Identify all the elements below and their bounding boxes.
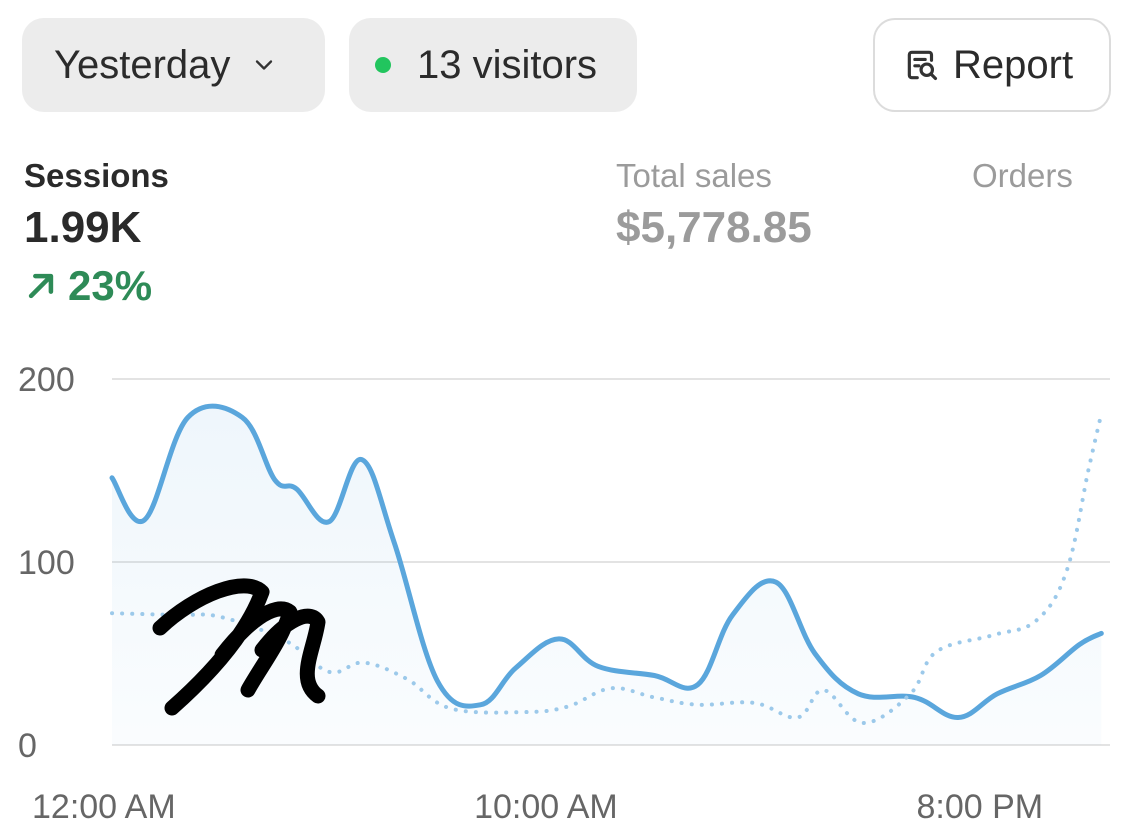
x-tick-label: 10:00 AM xyxy=(474,788,618,826)
report-label: Report xyxy=(953,42,1074,87)
live-status-dot xyxy=(375,57,391,73)
series-area xyxy=(112,406,1102,745)
report-button[interactable]: Report xyxy=(873,18,1111,112)
live-visitors-badge[interactable]: 13 visitors xyxy=(349,18,637,112)
date-range-label: Yesterday xyxy=(54,42,231,87)
date-range-dropdown[interactable]: Yesterday xyxy=(22,18,325,112)
metric-total-sales-value: $5,778.85 xyxy=(616,203,812,252)
x-tick-label: 12:00 AM xyxy=(32,788,176,826)
x-tick-label: 8:00 PM xyxy=(917,788,1044,826)
metric-sessions-value: 1.99K xyxy=(24,203,142,252)
y-tick-label: 0 xyxy=(18,727,37,765)
y-tick-label: 100 xyxy=(18,544,75,582)
chevron-down-icon xyxy=(256,60,273,70)
sessions-series-line xyxy=(109,403,1104,720)
y-tick-label: 200 xyxy=(18,361,75,399)
sessions-change: 23% xyxy=(24,262,152,310)
metric-orders-label[interactable]: Orders xyxy=(972,157,1073,194)
report-search-icon xyxy=(907,50,938,81)
metric-sessions-label[interactable]: Sessions xyxy=(24,157,169,194)
arrow-up-right-icon xyxy=(28,273,54,299)
comparison-series-line xyxy=(110,411,1104,726)
watermark-logo xyxy=(152,578,326,716)
visitors-count: 13 visitors xyxy=(417,42,598,87)
sessions-change-value: 23% xyxy=(68,262,153,309)
metric-total-sales-label[interactable]: Total sales xyxy=(616,157,772,194)
